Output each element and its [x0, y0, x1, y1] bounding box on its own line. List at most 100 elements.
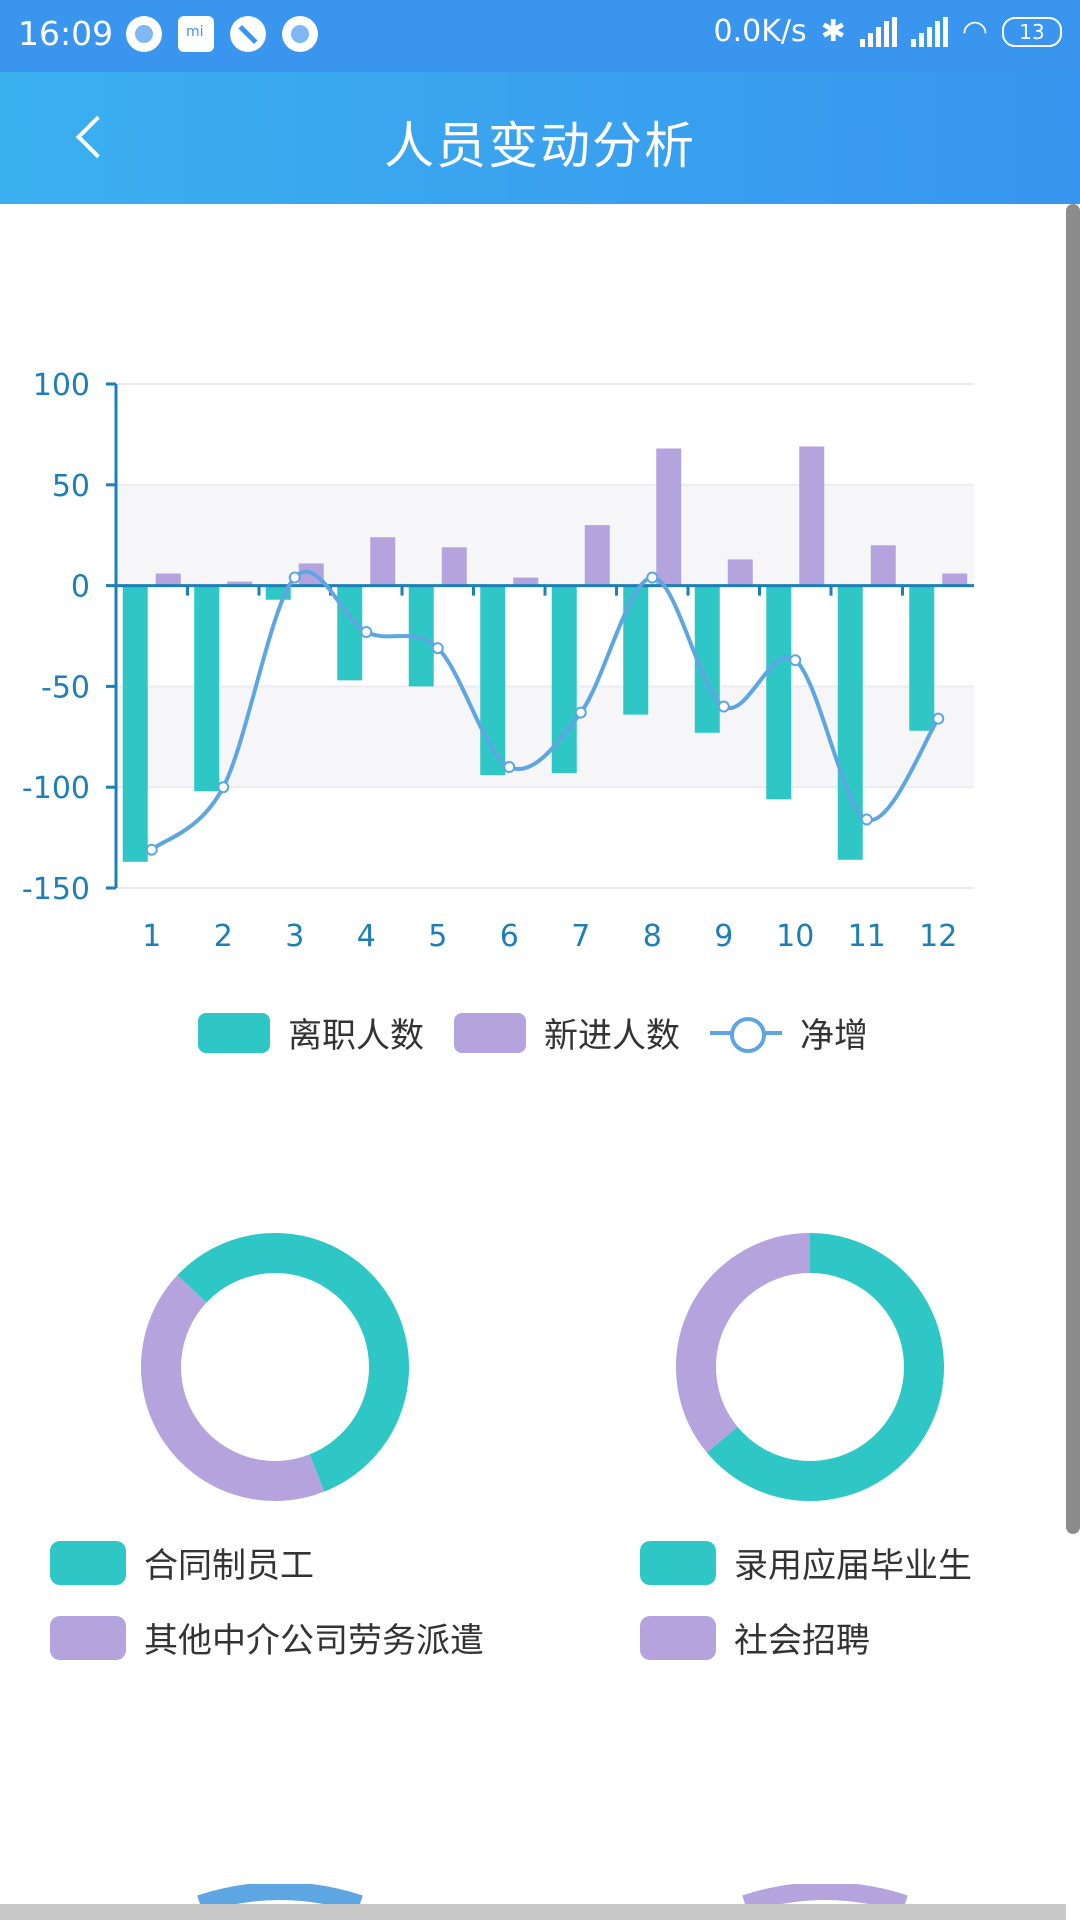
legend-item-graduates[interactable]: 录用应届毕业生: [640, 1538, 972, 1587]
donut-chart-peek-left: [197, 1884, 363, 1904]
legend-label: 录用应届毕业生: [734, 1546, 972, 1586]
battery-icon: 13: [1002, 16, 1062, 47]
status-notification-icons: [126, 16, 318, 52]
legend-label: 离职人数: [288, 1016, 424, 1056]
x-tick-label: 1: [142, 919, 161, 954]
legend-swatch-purple: [50, 1615, 126, 1660]
bar-new-hires: [370, 537, 396, 586]
x-tick-label: 8: [643, 919, 662, 954]
x-tick-label: 4: [357, 919, 376, 954]
bar-resigned: [122, 585, 148, 862]
grid-band: [116, 686, 974, 788]
donut-chart-hire-source: [676, 1233, 944, 1501]
x-tick-label: 6: [500, 919, 519, 954]
bar-resigned: [766, 585, 792, 800]
donut-slice[interactable]: [177, 1233, 409, 1492]
y-tick-label: 0: [71, 570, 90, 605]
net-increase-point: [932, 712, 945, 725]
y-tick-label: 100: [33, 368, 90, 403]
page-title: 人员变动分析: [384, 117, 696, 175]
bar-resigned: [909, 585, 935, 731]
bar-resigned: [194, 585, 220, 792]
net-increase-point: [288, 571, 301, 584]
legend-item-net-increase[interactable]: 净增: [710, 1008, 868, 1057]
legend-label: 新进人数: [544, 1016, 680, 1056]
donut-peek-arc: [742, 1884, 908, 1904]
bar-resigned: [480, 585, 506, 776]
slash-icon: [230, 16, 266, 52]
legend-item-new-hires[interactable]: 新进人数: [454, 1008, 680, 1057]
bar-new-hires: [942, 573, 968, 586]
app-header: 人员变动分析: [0, 72, 1080, 204]
x-tick-label: 10: [776, 919, 814, 954]
net-increase-point: [646, 571, 659, 584]
bar-resigned: [837, 585, 863, 860]
bluetooth-icon: ✱: [820, 14, 846, 49]
legend-item-social-recruitment[interactable]: 社会招聘: [640, 1613, 972, 1662]
legend-label: 社会招聘: [734, 1621, 870, 1661]
net-increase-point: [717, 700, 730, 713]
net-increase-point: [145, 843, 158, 856]
status-time: 16:09: [18, 14, 114, 53]
bar-new-hires: [799, 446, 825, 586]
wifi-icon: ◠: [961, 14, 988, 49]
legend-item-dispatch-staff[interactable]: 其他中介公司劳务派遣: [50, 1613, 484, 1662]
legend-label: 合同制员工: [144, 1546, 314, 1586]
legend-label: 其他中介公司劳务派遣: [144, 1621, 484, 1661]
net-increase-point: [360, 625, 373, 638]
battery-level: 13: [1019, 19, 1045, 44]
y-tick-label: -50: [41, 670, 90, 705]
grid-band: [116, 484, 974, 586]
bar-new-hires: [227, 581, 253, 586]
net-increase-point: [217, 781, 230, 794]
legend-swatch-teal: [50, 1540, 126, 1585]
donut-slice[interactable]: [676, 1233, 811, 1453]
y-tick-label: 50: [52, 469, 90, 504]
vertical-scrollbar-thumb[interactable]: [1066, 204, 1080, 1534]
legend-swatch-purple: [640, 1615, 716, 1660]
donut-chart-peek-right: [742, 1884, 908, 1904]
x-tick-label: 12: [919, 919, 957, 954]
donut-slice[interactable]: [141, 1275, 325, 1501]
net-increase-point: [431, 642, 444, 655]
legend-swatch-purple: [454, 1012, 526, 1053]
x-tick-label: 5: [428, 919, 447, 954]
legend-line-marker: [710, 1013, 782, 1053]
legend-swatch-teal: [640, 1540, 716, 1585]
legend-label: 净增: [800, 1016, 868, 1056]
net-increase-point: [574, 706, 587, 719]
network-speed: 0.0K/s: [713, 14, 807, 49]
y-tick-label: -150: [22, 872, 90, 907]
bar-new-hires: [155, 573, 181, 586]
donut-peek-arc: [197, 1884, 363, 1904]
status-system-icons: 0.0K/s ✱ ◠ 13: [714, 14, 1062, 49]
circle-icon: [126, 16, 162, 52]
donut-legend-hire-source: 录用应届毕业生 社会招聘: [640, 1538, 1002, 1662]
bar-new-hires: [656, 448, 682, 586]
bar-new-hires: [441, 547, 467, 586]
x-tick-label: 9: [714, 919, 733, 954]
x-tick-label: 11: [848, 919, 886, 954]
x-tick-label: 7: [571, 919, 590, 954]
status-bar: 16:09 0.0K/s ✱ ◠ 13: [0, 0, 1080, 72]
x-tick-label: 3: [285, 919, 304, 954]
net-increase-point: [860, 813, 873, 826]
bar-resigned: [337, 585, 363, 681]
circle-icon: [282, 16, 318, 52]
net-increase-point: [789, 654, 802, 667]
x-tick-label: 2: [214, 919, 233, 954]
donut-slice[interactable]: [706, 1233, 944, 1501]
bar-new-hires: [513, 577, 539, 586]
y-tick-label: -100: [22, 771, 90, 806]
legend-item-contract-staff[interactable]: 合同制员工: [50, 1538, 484, 1587]
chart-legend: 离职人数 新进人数 净增: [198, 1008, 898, 1057]
net-increase-line: [150, 569, 940, 852]
bar-new-hires: [727, 559, 753, 586]
donut-legend-employment-type: 合同制员工 其他中介公司劳务派遣: [50, 1538, 514, 1662]
signal-icon: [859, 16, 897, 47]
legend-item-resigned[interactable]: 离职人数: [198, 1008, 424, 1057]
mi-icon: [178, 16, 214, 52]
horizontal-scrollbar[interactable]: [0, 1904, 1066, 1920]
bar-new-hires: [870, 545, 896, 586]
